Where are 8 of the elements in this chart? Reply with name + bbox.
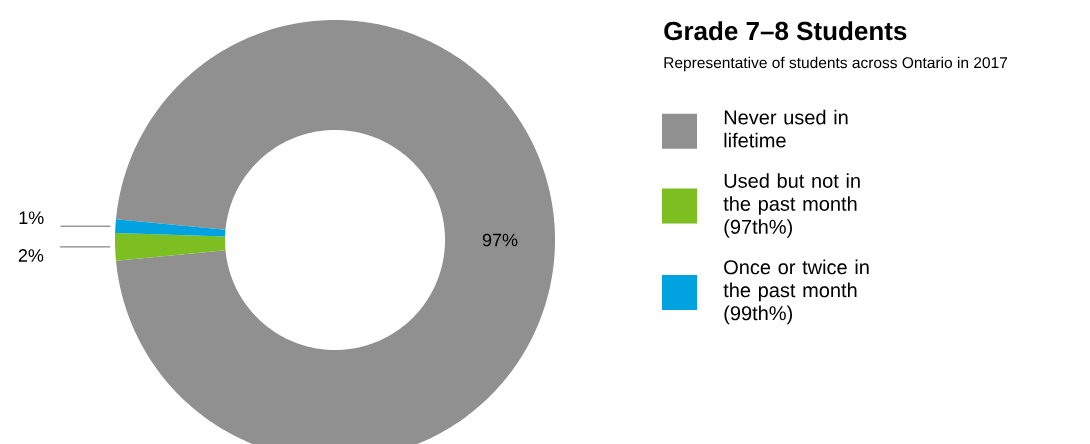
legend-label: Once or twice in the past month (99th%) [723,259,869,325]
data-label: 1% [19,211,44,224]
chart-title: Grade 7–8 Students [664,21,907,41]
legend-label: Used but not in the past month (97th%) [723,173,860,238]
legend-label: Never used in lifetime [724,109,848,148]
data-label: 2% [18,249,44,262]
data-label: 97% [482,233,518,247]
text: Representative of students across Ontario in 2017 [664,56,1008,72]
